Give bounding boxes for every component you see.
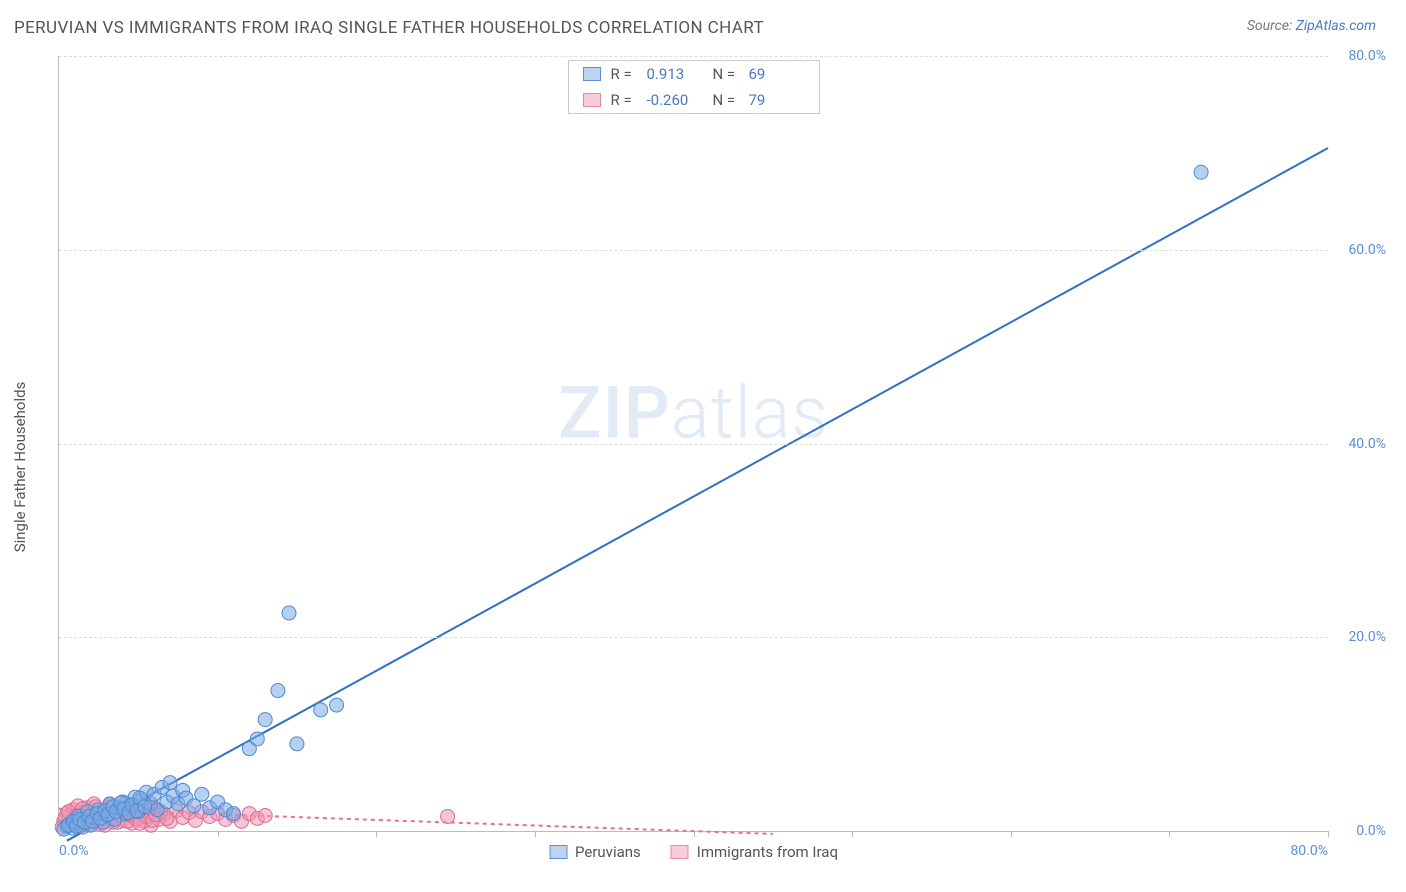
xtick <box>218 831 219 837</box>
r-label-peruvians: R = <box>611 65 637 83</box>
data-point-immigrants-iraq <box>258 809 272 823</box>
legend-label-iraq: Immigrants from Iraq <box>697 843 838 861</box>
xtick <box>59 831 60 837</box>
data-point-peruvians <box>330 698 344 712</box>
data-point-peruvians <box>163 776 177 790</box>
data-point-peruvians <box>258 713 272 727</box>
data-point-peruvians <box>314 703 328 717</box>
legend-item-iraq: Immigrants from Iraq <box>671 843 838 861</box>
r-label-iraq: R = <box>611 91 637 109</box>
xtick <box>694 831 695 837</box>
legend-series: Peruvians Immigrants from Iraq <box>549 843 838 861</box>
y-axis-label: Single Father Households <box>11 382 29 553</box>
gridline-h <box>59 250 1328 251</box>
n-value-iraq: 79 <box>749 91 805 109</box>
ytick-label: 40.0% <box>1348 436 1386 452</box>
n-value-peruvians: 69 <box>749 65 805 83</box>
data-point-peruvians <box>271 684 285 698</box>
r-value-peruvians: 0.913 <box>647 65 703 83</box>
n-label-iraq: N = <box>713 91 739 109</box>
legend-item-peruvians: Peruvians <box>549 843 641 861</box>
swatch-iraq-bottom <box>671 845 689 859</box>
legend-stats-row-iraq: R = -0.260 N = 79 <box>569 87 819 113</box>
legend-stats-row-peruvians: R = 0.913 N = 69 <box>569 61 819 87</box>
swatch-peruvians-bottom <box>549 845 567 859</box>
data-point-peruvians <box>290 737 304 751</box>
plot-area: ZIPatlas R = 0.913 N = 69 R = -0.260 N =… <box>58 56 1328 832</box>
xtick <box>1011 831 1012 837</box>
data-point-peruvians <box>195 787 209 801</box>
ytick-label: 0.0% <box>1356 823 1386 839</box>
n-label-peruvians: N = <box>713 65 739 83</box>
data-point-immigrants-iraq <box>441 809 455 823</box>
gridline-h <box>59 56 1328 57</box>
data-point-peruvians <box>250 732 264 746</box>
ytick-label: 60.0% <box>1348 242 1386 258</box>
swatch-peruvians <box>583 67 601 81</box>
gridline-h <box>59 637 1328 638</box>
xtick <box>852 831 853 837</box>
xtick <box>1328 831 1329 837</box>
xtick-label-start: 0.0% <box>59 843 89 859</box>
data-point-peruvians <box>282 606 296 620</box>
xtick <box>535 831 536 837</box>
xtick <box>1169 831 1170 837</box>
data-point-peruvians <box>1194 165 1208 179</box>
legend-stats-box: R = 0.913 N = 69 R = -0.260 N = 79 <box>568 60 820 114</box>
source-attribution: Source: ZipAtlas.com <box>1247 18 1376 34</box>
source-link[interactable]: ZipAtlas.com <box>1296 18 1376 34</box>
legend-label-peruvians: Peruvians <box>575 843 641 861</box>
data-point-peruvians <box>138 800 152 814</box>
chart-title: PERUVIAN VS IMMIGRANTS FROM IRAQ SINGLE … <box>14 18 764 38</box>
source-prefix: Source: <box>1247 18 1296 34</box>
xtick-label-end: 80.0% <box>1290 843 1328 859</box>
chart-container: Single Father Households ZIPatlas R = 0.… <box>14 52 1392 882</box>
xtick <box>376 831 377 837</box>
header-bar: PERUVIAN VS IMMIGRANTS FROM IRAQ SINGLE … <box>0 0 1406 48</box>
ytick-label: 20.0% <box>1348 629 1386 645</box>
data-point-peruvians <box>226 807 240 821</box>
r-value-iraq: -0.260 <box>647 91 703 109</box>
swatch-iraq <box>583 93 601 107</box>
ytick-label: 80.0% <box>1348 48 1386 64</box>
gridline-h <box>59 444 1328 445</box>
